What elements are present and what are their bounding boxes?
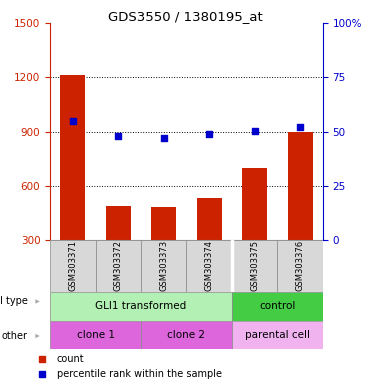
Bar <box>278 240 323 292</box>
Text: clone 2: clone 2 <box>167 330 206 340</box>
Text: clone 1: clone 1 <box>76 330 115 340</box>
Text: GSM303376: GSM303376 <box>296 240 305 291</box>
Point <box>297 124 303 130</box>
Text: GSM303374: GSM303374 <box>205 240 214 291</box>
Text: GSM303371: GSM303371 <box>68 240 77 291</box>
Text: GDS3550 / 1380195_at: GDS3550 / 1380195_at <box>108 10 263 23</box>
Bar <box>141 240 187 292</box>
Bar <box>141 321 232 349</box>
Text: control: control <box>259 301 296 311</box>
Text: parental cell: parental cell <box>245 330 310 340</box>
Bar <box>60 76 85 240</box>
Bar <box>50 240 96 292</box>
Bar <box>96 240 141 292</box>
Text: GLI1 transformed: GLI1 transformed <box>95 301 187 311</box>
Bar <box>288 131 312 240</box>
Text: other: other <box>1 331 27 341</box>
Bar <box>106 206 131 240</box>
Bar <box>197 199 221 240</box>
Bar <box>242 168 267 240</box>
Text: GSM303372: GSM303372 <box>114 240 123 291</box>
Point <box>206 131 212 137</box>
Bar <box>232 321 323 349</box>
Text: GSM303373: GSM303373 <box>159 240 168 291</box>
Point <box>70 118 76 124</box>
Bar <box>232 240 278 292</box>
Bar <box>50 292 232 321</box>
Bar <box>232 292 323 321</box>
Point <box>161 135 167 141</box>
Bar <box>151 207 176 240</box>
Point <box>252 127 257 134</box>
Bar <box>50 321 141 349</box>
Text: percentile rank within the sample: percentile rank within the sample <box>57 369 222 379</box>
Text: GSM303375: GSM303375 <box>250 240 259 291</box>
Point <box>115 133 121 139</box>
Bar <box>187 240 232 292</box>
Text: count: count <box>57 354 85 364</box>
Text: cell type: cell type <box>0 296 27 306</box>
